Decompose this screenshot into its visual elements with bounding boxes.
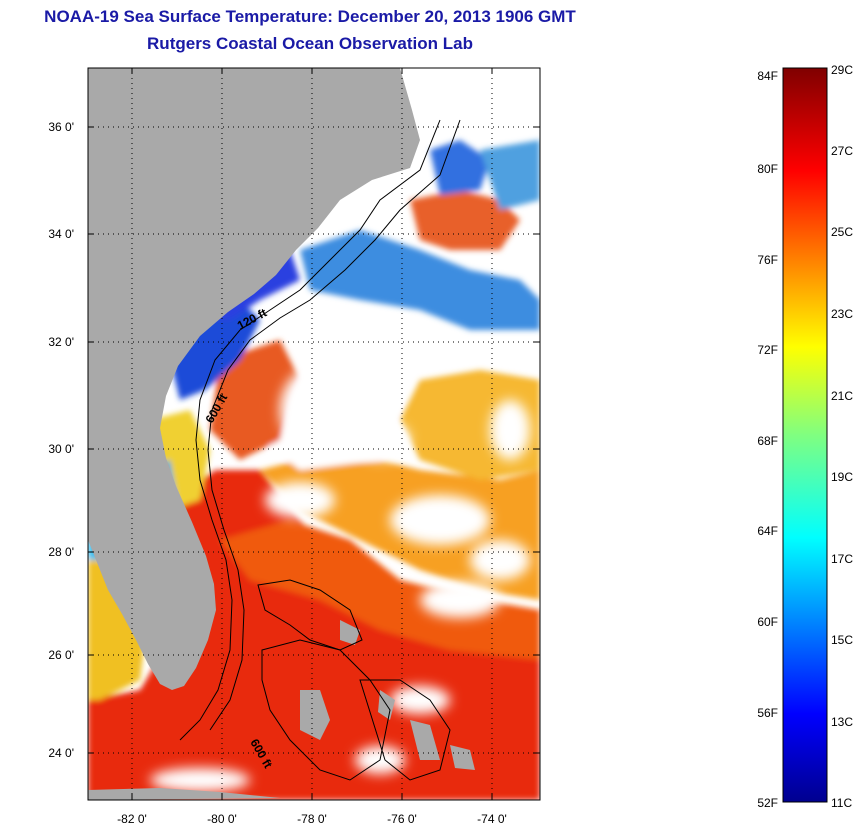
colorbar (782, 67, 828, 803)
lat-tick-label: 28 0' (48, 545, 74, 559)
colorbar-f-label: 76F (757, 253, 778, 267)
land-cuba (88, 788, 280, 800)
land-mainland (88, 68, 420, 690)
latitude-axis: 36 0' 34 0' 32 0' 30 0' 28 0' 26 0' 24 0… (48, 120, 74, 760)
colorbar-c-label: 13C (831, 715, 853, 729)
graticule (88, 68, 540, 800)
colorbar-c-label: 19C (831, 470, 853, 484)
colorbar-f-label: 56F (757, 706, 778, 720)
chart-subtitle: Rutgers Coastal Ocean Observation Lab (147, 34, 473, 53)
colorbar-c-label: 23C (831, 307, 853, 321)
bathymetry-contours (179, 119, 461, 781)
lon-tick-label: -74 0' (477, 812, 507, 826)
lat-tick-label: 36 0' (48, 120, 74, 134)
colorbar-c-label: 27C (831, 144, 853, 158)
lat-tick-label: 26 0' (48, 648, 74, 662)
colorbar-f-label: 80F (757, 162, 778, 176)
colorbar-c-label: 25C (831, 225, 853, 239)
colorbar-c-label: 21C (831, 389, 853, 403)
chart-title: NOAA-19 Sea Surface Temperature: Decembe… (44, 7, 576, 26)
colorbar-c-label: 11C (831, 796, 852, 810)
colorbar-celsius-labels: 29C 27C 25C 23C 21C 19C 17C 15C 13C 11C (831, 63, 853, 810)
land-bahamas (300, 620, 475, 770)
lon-tick-label: -82 0' (117, 812, 147, 826)
colorbar-c-label: 17C (831, 552, 853, 566)
lat-tick-label: 34 0' (48, 227, 74, 241)
colorbar-f-label: 60F (757, 615, 778, 629)
longitude-ticks (131, 68, 493, 800)
map-area (88, 68, 540, 800)
colorbar-f-label: 72F (757, 343, 778, 357)
colorbar-c-label: 29C (831, 63, 853, 77)
lon-tick-label: -76 0' (387, 812, 417, 826)
latitude-ticks (88, 126, 540, 754)
colorbar-f-label: 68F (757, 434, 778, 448)
colorbar-fahrenheit-labels: 84F 80F 76F 72F 68F 64F 60F 56F 52F (757, 69, 778, 810)
longitude-axis: -82 0' -80 0' -78 0' -76 0' -74 0' (117, 812, 507, 826)
colorbar-c-label: 15C (831, 633, 853, 647)
colorbar-f-label: 64F (757, 524, 778, 538)
lat-tick-label: 30 0' (48, 442, 74, 456)
lon-tick-label: -78 0' (297, 812, 327, 826)
lon-tick-label: -80 0' (207, 812, 237, 826)
colorbar-f-label: 84F (757, 69, 778, 83)
lat-tick-label: 32 0' (48, 335, 74, 349)
colorbar-f-label: 52F (757, 796, 778, 810)
lat-tick-label: 24 0' (48, 746, 74, 760)
map-frame (87, 67, 541, 801)
